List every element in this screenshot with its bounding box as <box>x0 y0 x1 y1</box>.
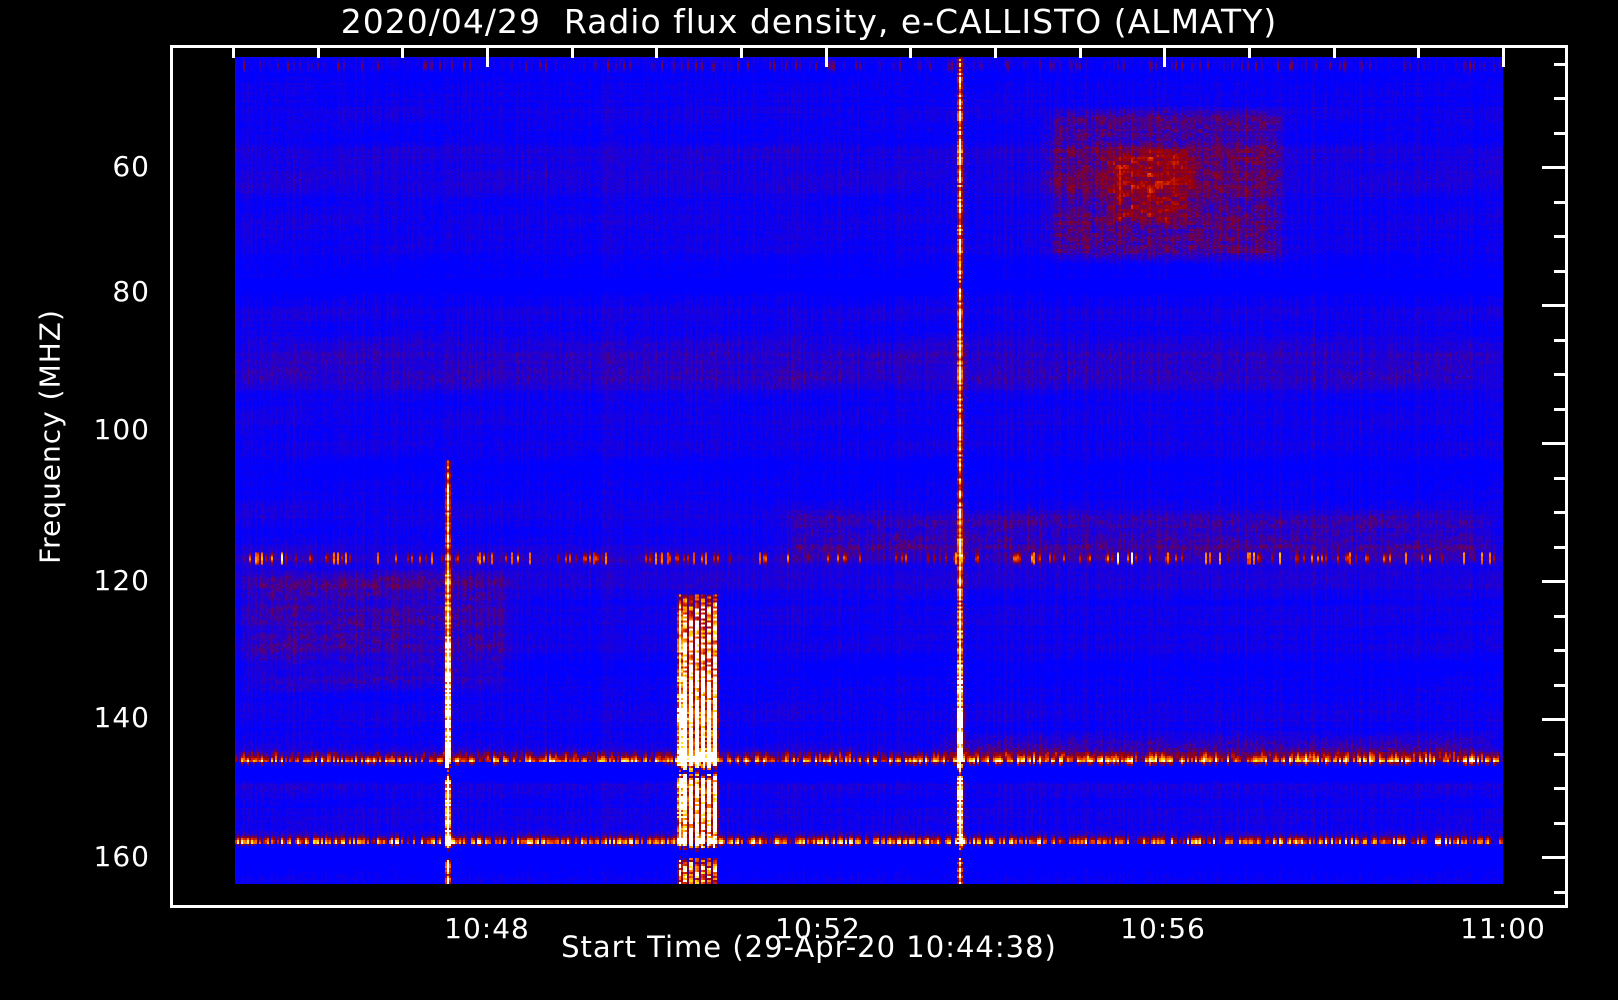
x-tick-minor <box>0 162 3 175</box>
x-tick-major-top <box>824 45 828 67</box>
x-tick-minor-top <box>909 45 913 58</box>
y-tick-label: 140 <box>93 701 150 734</box>
y-tick-minor-right <box>1554 787 1568 790</box>
x-tick-minor <box>0 88 3 101</box>
y-tick-major-right <box>1542 718 1568 721</box>
x-tick-minor <box>0 75 3 88</box>
y-tick-minor-right <box>1554 338 1568 342</box>
x-tick-minor-top <box>740 45 743 58</box>
x-tick-major-top <box>1502 45 1505 67</box>
x-tick-minor-top <box>401 45 405 58</box>
y-tick-minor-right <box>1554 821 1568 825</box>
y-tick-major-right <box>1542 856 1568 859</box>
y-tick-minor-right <box>1554 269 1568 273</box>
x-tick-major <box>0 297 3 319</box>
x-tick-minor-top <box>1248 45 1251 58</box>
y-tick-label: 120 <box>93 564 150 597</box>
y-tick-minor-right <box>1554 545 1568 549</box>
axis-ticks <box>0 0 1618 894</box>
x-tick-minor <box>0 258 3 271</box>
x-tick-label: 10:52 <box>775 912 861 945</box>
y-tick-label: 80 <box>112 275 150 308</box>
x-tick-minor-top <box>1332 45 1336 58</box>
x-tick-minor-top <box>1417 45 1421 58</box>
y-tick-major-right <box>1542 580 1568 583</box>
x-tick-major-top <box>486 45 489 67</box>
x-tick-minor-top <box>1078 45 1082 58</box>
y-tick-minor-right <box>1554 235 1568 238</box>
y-tick-label: 100 <box>93 413 150 446</box>
y-tick-minor-right <box>1554 511 1568 514</box>
x-tick-minor-top <box>316 45 320 58</box>
x-tick-major-top <box>1163 45 1167 67</box>
x-tick-minor <box>0 101 3 114</box>
x-tick-minor <box>0 149 3 162</box>
y-tick-minor-right <box>1554 752 1568 756</box>
x-tick-minor-top <box>570 45 574 58</box>
x-tick-minor-top <box>994 45 997 58</box>
x-tick-minor-top <box>655 45 659 58</box>
y-axis-title: Frequency (MHZ) <box>33 309 67 564</box>
x-tick-major <box>0 175 3 197</box>
y-tick-minor-right <box>1554 649 1568 652</box>
x-tick-minor <box>0 271 3 284</box>
x-axis-title: Start Time (29-Apr-20 10:44:38) <box>561 930 1057 964</box>
y-tick-minor-right <box>1554 373 1568 376</box>
x-tick-label: 10:48 <box>444 912 530 945</box>
y-tick-minor-right <box>1554 407 1568 411</box>
x-tick-major <box>0 114 3 136</box>
y-tick-label: 60 <box>112 150 150 183</box>
y-tick-minor-right <box>1554 683 1568 687</box>
y-tick-minor-right <box>1554 890 1568 894</box>
y-tick-minor-right <box>1554 97 1568 100</box>
y-tick-minor-right <box>1554 476 1568 480</box>
y-tick-minor-right <box>1554 614 1568 618</box>
x-tick-minor <box>0 210 3 223</box>
x-tick-minor <box>0 136 3 149</box>
x-tick-label: 10:56 <box>1120 912 1206 945</box>
y-tick-minor-right <box>1554 62 1568 66</box>
x-tick-minor <box>0 197 3 210</box>
y-tick-minor-right <box>1554 131 1568 135</box>
x-tick-minor <box>0 284 3 297</box>
spectrogram-canvas <box>235 57 1503 884</box>
y-tick-minor-right <box>1554 200 1568 204</box>
x-tick-minor <box>0 223 3 236</box>
x-tick-major <box>0 236 3 258</box>
x-tick-label: 11:00 <box>1460 912 1546 945</box>
figure-title: 2020/04/29 Radio flux density, e-CALLIST… <box>340 2 1278 41</box>
x-tick-minor-top <box>232 45 235 58</box>
y-tick-major-right <box>1542 304 1568 307</box>
spectrogram-image <box>235 57 1503 884</box>
y-tick-label: 160 <box>93 840 150 873</box>
y-tick-major-right <box>1542 166 1568 169</box>
y-tick-major-right <box>1542 442 1568 445</box>
